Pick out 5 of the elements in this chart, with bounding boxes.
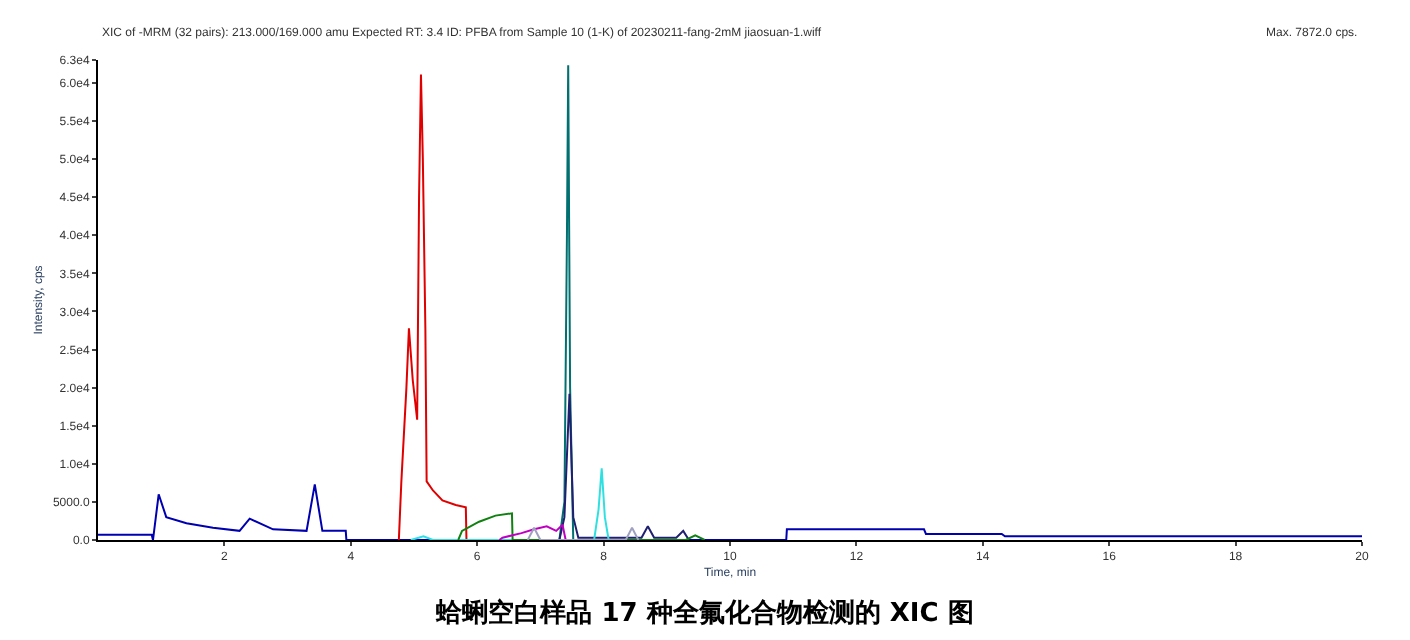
line-series <box>498 523 567 540</box>
line-series <box>558 64 575 540</box>
line-series <box>397 73 468 540</box>
line-series <box>558 392 690 540</box>
text: 蛤蜊空白样品 17 种全氟化合物检测的 XIC 图 <box>434 596 974 629</box>
